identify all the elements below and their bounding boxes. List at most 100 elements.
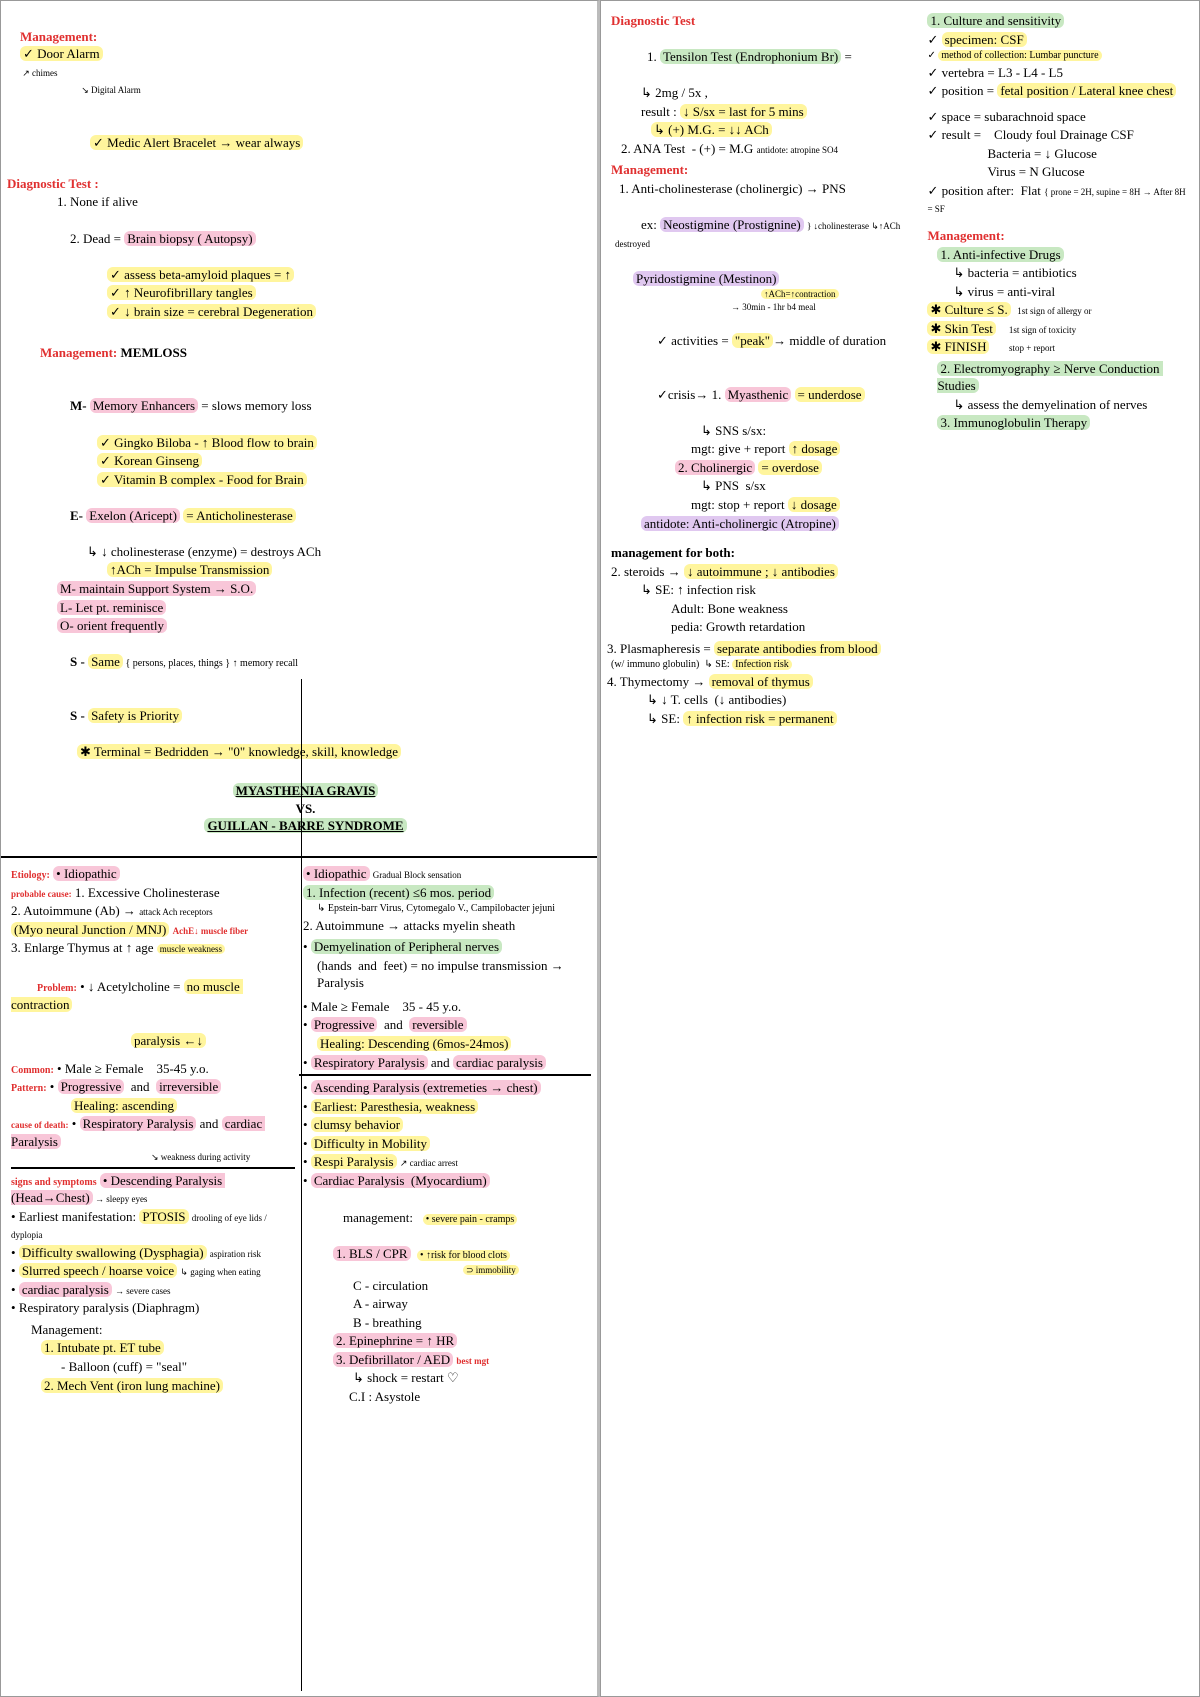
mem-e: E- Exelon (Aricept) = Anticholinesterase [7, 489, 591, 542]
r-b3-sub: (w/ immuno globulin) ↳ SE: Infection ris… [607, 658, 1193, 672]
mgmt-header: Management: Door Alarm ↗ chimes ↘ Digita… [7, 10, 591, 115]
r-c1-sub: ↳ SNS s/sx: [611, 422, 919, 440]
r-t1: 1. Tensilon Test (Endrophonium Br) = [611, 31, 919, 84]
gb-ss1: Ascending Paralysis (extremeties → chest… [303, 1079, 587, 1097]
rb-bact: Bacteria = ↓ Glucose [927, 145, 1189, 163]
rb-m1: 1. Anti-infective Drugs [927, 246, 1189, 264]
mg-problem: Problem: ↓ Acetylcholine = no muscle con… [11, 961, 295, 1031]
rb-finish: ✱ FINISH stop + report [927, 338, 1189, 356]
gb-ss6: Cardiac Paralysis (Myocardium) [303, 1172, 587, 1190]
comparison-grid: Etiology: Idiopathic probable cause: 1. … [7, 862, 591, 1408]
diag-2: 2. Dead = Brain biopsy ( Autopsy) [7, 212, 591, 265]
terminal: ✱ Terminal = Bedridden → "0" knowledge, … [7, 743, 591, 761]
mg-m1-sub: - Balloon (cuff) = "seal" [11, 1358, 295, 1376]
gb-common: Male ≥ Female 35 - 45 y.o. [303, 998, 587, 1016]
mg-ss2: Earliest manifestation: PTOSIS drooling … [11, 1208, 295, 1243]
mg-pattern: Pattern: Progressive and irreversible [11, 1078, 295, 1096]
r-m1: 1. Anti-cholinesterase (cholinergic) → P… [611, 180, 919, 198]
r-act: activities = "peak"→ middle of duration [611, 314, 919, 367]
mg-e2: 2. Autoimmune (Ab) → attack Ach receptor… [11, 902, 295, 920]
r-c1-mgt: mgt: give + report ↑ dosage [611, 440, 919, 458]
gb-i1-sub: ↳ Epstein-barr Virus, Cytomegalo V., Cam… [303, 902, 587, 916]
mg-m1: 1. Intubate pt. ET tube [11, 1339, 295, 1357]
mem-m1: M- Memory Enhancers = slows memory loss [7, 380, 591, 433]
right-col-a: Diagnostic Test 1. Tensilon Test (Endrop… [607, 9, 923, 639]
r-t1-s3: ↳ (+) M.G. = ↓↓ ACh [611, 121, 919, 139]
r-ex-note2: ↑ACh=↑contraction [611, 288, 919, 300]
rb-pos-after: position after: Flat { prone = 2H, supin… [927, 182, 1189, 217]
mgmt2: Management: MEMLOSS [7, 326, 591, 379]
gb-prob: Demyelination of Peripheral nerves [303, 938, 587, 956]
gb-ci: C.I : Asystole [303, 1388, 587, 1406]
rb-c1: 1. Culture and sensitivity [927, 12, 1189, 30]
vitb: Vitamin B complex - Food for Brain [7, 471, 591, 489]
gb-ss2: Earliest: Paresthesia, weakness [303, 1098, 587, 1116]
r-t2: 2. ANA Test - (+) = M.G antidote: atropi… [611, 140, 919, 158]
mem-s2: S - Safety is Priority [7, 689, 591, 742]
mg-e3: 3. Enlarge Thymus at ↑ age muscle weakne… [11, 939, 295, 957]
r-b2: 2. steroids → ↓ autoimmune ; ↓ antibodie… [611, 563, 919, 581]
gb-m1: 1. BLS / CPR • ↑risk for blood clots [303, 1245, 587, 1263]
gb-ss4: Difficulty in Mobility [303, 1135, 587, 1153]
r-c2-mgt: mgt: stop + report ↓ dosage [611, 496, 919, 514]
mg-mgmt: Management: [11, 1321, 295, 1339]
rb-m1-v: ↳ virus = anti-viral [927, 283, 1189, 301]
h-divider-1 [1, 856, 597, 858]
gb-ss5: Respi Paralysis ↗ cardiac arrest [303, 1153, 587, 1171]
gb-mgmt: management: • severe pain - cramps [303, 1191, 587, 1244]
rb-space: space = subarachnoid space [927, 108, 1189, 126]
ss-label: signs and symptoms Descending Paralysis … [11, 1172, 295, 1207]
mg-prob2: paralysis ←↓ [11, 1032, 295, 1050]
r-b2-se: ↳ SE: ↑ infection risk [611, 581, 919, 599]
gb-cod: Respiratory Paralysis and cardiac paraly… [303, 1054, 587, 1072]
mem-s1: S - Same { persons, places, things } ↑ m… [7, 636, 591, 689]
mg-ss4: Slurred speech / hoarse voice ↳ gaging w… [11, 1262, 295, 1280]
rb-m2: 2. Electromyography ≥ Nerve Conduction S… [927, 360, 1189, 395]
rb-mgmt: Management: [927, 227, 1189, 245]
gb-prob2: (hands and feet) = no impulse transmissi… [303, 957, 587, 992]
gb-c: C - circulation [303, 1277, 587, 1295]
mg-heal: Healing: ascending [11, 1097, 295, 1115]
r-b3: 3. Plasmapheresis = separate antibodies … [607, 640, 1193, 658]
r-pyri: Pyridostigmine (Mestinon) [611, 270, 919, 288]
ginseng: Korean Ginseng [7, 452, 591, 470]
right-page: Diagnostic Test 1. Tensilon Test (Endrop… [600, 0, 1200, 1697]
gb-m3-sub: ↳ shock = restart ♡ [303, 1369, 587, 1387]
rb-spec: specimen: CSF [927, 31, 1189, 49]
branch-note: ↗ chimes ↘ Digital Alarm [7, 68, 141, 96]
diag-1: 1. None if alive [7, 193, 591, 211]
rb-pos: ✓ position = fetal position / Lateral kn… [927, 82, 1189, 100]
r-both: management for both: [611, 544, 919, 562]
r-c2-sub: ↳ PNS s/sx [611, 477, 919, 495]
gingko: Gingko Biloba - ↑ Blood flow to brain [7, 434, 591, 452]
r-b4: 4. Thymectomy → removal of thymus [607, 673, 1193, 691]
e-sub: ↳ ↓ cholinesterase (enzyme) = destroys A… [7, 543, 591, 561]
r-ex: ex: Neostigmine (Prostignine) } ↓choline… [611, 198, 919, 268]
h-divider-2b [299, 1074, 591, 1076]
rb-m1-b: ↳ bacteria = antibiotics [927, 264, 1189, 282]
r-b4-s2: ↳ SE: ↑ infection risk = permanent [607, 710, 1193, 728]
r-crisis: ✓crisis→ 1. Myasthenic = underdose [611, 368, 919, 421]
rb-result: result = Cloudy foul Drainage CSF [927, 126, 1189, 144]
mg-cod-note: ↘ weakness during activity [11, 1151, 295, 1163]
mg-cod: cause of death: Respiratory Paralysis an… [11, 1115, 295, 1150]
r-c2: 2. Cholinergic = overdose [611, 459, 919, 477]
gb-i2: 2. Autoimmune → attacks myelin sheath [303, 917, 587, 935]
mg-common: Common: Male ≥ Female 35-45 y.o. [11, 1060, 295, 1078]
mem-m2: M- maintain Support System → S.O. [7, 580, 591, 598]
v-divider [301, 679, 302, 1691]
gb-m2: 2. Epinephrine = ↑ HR [303, 1332, 587, 1350]
mem-o: O- orient frequently [7, 617, 591, 635]
assess-3: ↓ brain size = cerebral Degeneration [7, 303, 591, 321]
diag-header: Diagnostic Test : [7, 175, 591, 193]
mg-ss3: Difficulty swallowing (Dysphagia) aspira… [11, 1244, 295, 1262]
gb-m3: 3. Defibrillator / AED best mgt [303, 1351, 587, 1369]
r-b2-pedia: pedia: Growth retardation [611, 618, 919, 636]
gb-heal: Healing: Descending (6mos-24mos) [303, 1035, 587, 1053]
mg-ss6: Respiratory paralysis (Diaphragm) [11, 1299, 295, 1317]
right-col-b: 1. Culture and sensitivity specimen: CSF… [923, 9, 1193, 639]
rb-skin: ✱ Skin Test 1st sign of toxicity [927, 320, 1189, 338]
mem-l: L- Let pt. reminisce [7, 599, 591, 617]
r-b4-s1: ↳ ↓ T. cells (↓ antibodies) [607, 691, 1193, 709]
r-diag: Diagnostic Test [611, 12, 919, 30]
